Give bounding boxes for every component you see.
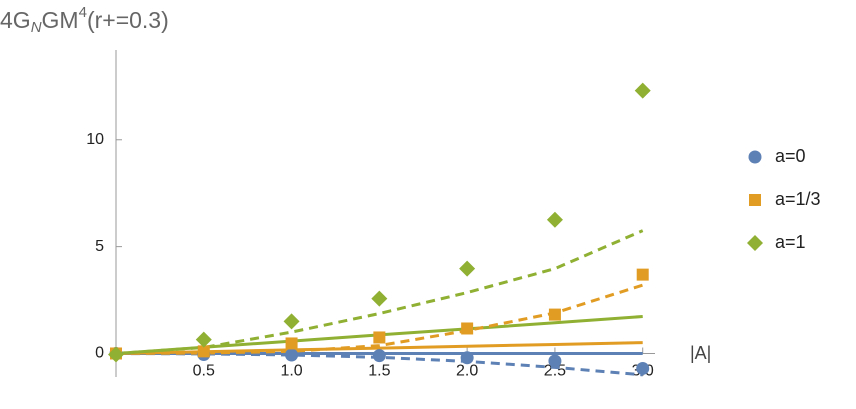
marker [372,349,386,363]
y-tick-label: 5 [95,238,104,255]
label-part: (r+=0.3) [87,7,169,33]
marker [634,82,651,99]
x-tick-label: 1.0 [280,363,302,380]
marker [285,337,298,350]
marker [548,354,562,368]
x-tick-label: 0.5 [193,363,215,380]
marker [285,348,299,362]
marker [546,211,563,228]
legend-label: a=1 [775,232,806,252]
legend-marker [748,150,762,164]
label-part: 4G [0,7,31,33]
label-sub: N [31,19,42,36]
x-tick-label: 2.0 [456,363,478,380]
marker [195,331,212,348]
x-tick-label: 1.5 [368,363,390,380]
marker [636,361,650,375]
marker [460,351,474,365]
label-part: GM [42,7,79,33]
x-tick-label: 2.5 [544,363,566,380]
marker [283,313,300,330]
marker [197,345,210,358]
legend-label: a=0 [775,146,806,166]
legend-marker [749,194,761,206]
y-tick-label: 0 [95,345,104,362]
marker [108,346,124,363]
marker [459,260,476,277]
marker [548,308,561,321]
legend-label: a=1/3 [775,189,821,209]
marker [373,331,386,344]
legend-marker [747,235,763,251]
marker [636,268,649,281]
label-sup: 4 [79,4,87,21]
marker [461,322,474,335]
y-tick-label: 10 [86,131,104,148]
marker [371,290,388,307]
x-axis-label: |A| [690,343,711,363]
y-axis-label: 4GNGM4(r+=0.3) [0,4,169,36]
